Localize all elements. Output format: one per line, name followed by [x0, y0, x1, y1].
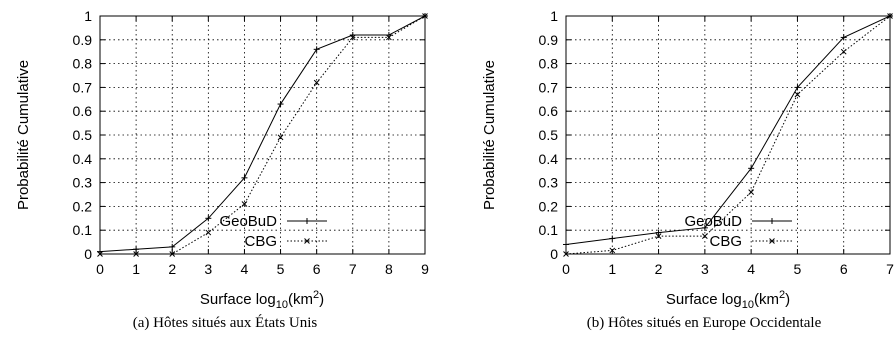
chart-panel-b: 0 1 2 3 4 5 6 7 0 0.1 0.2 0.3 0.4 0.5 0.6 0.7 0.8 0.9 1 Geo…: [481, 8, 894, 331]
y-tick-label: 0.5: [73, 127, 93, 143]
figure-caption: (b) Hôtes situés en Europe Occidentale: [587, 315, 822, 331]
y-tick-label: 0.8: [539, 56, 559, 72]
cross-marker-point: [97, 251, 103, 257]
cross-marker-point: [313, 79, 320, 86]
cross-marker-point: [133, 251, 139, 257]
cross-marker-point: [887, 13, 893, 19]
plus-marker-point: [169, 243, 176, 250]
cross-marker-point: [794, 91, 801, 98]
y-tick-label: 0.3: [539, 175, 559, 191]
chart-panel-a: 0 1 2 3 4 5 6 7 8 9 0 0.1 0.2 0.3 0.4 0.5 0.6 0.7 0.8 0.9 1 G…: [15, 8, 429, 331]
y-tick-label: 0.8: [73, 56, 93, 72]
plus-marker-point: [794, 84, 801, 91]
x-tick-label: 0: [96, 261, 104, 277]
y-tick-label: 0.2: [73, 198, 93, 214]
y-axis-label: Probabilité Cumulative: [15, 60, 32, 210]
x-tick-label: 7: [886, 261, 894, 277]
x-tick-label: 8: [385, 261, 393, 277]
y-tick-label: 0: [550, 246, 558, 262]
cross-marker-point: [702, 233, 708, 240]
y-tick-label: 0.1: [73, 222, 93, 238]
x-tick-label: 5: [277, 261, 285, 277]
cross-marker-point: [349, 34, 356, 41]
legend: GeoBuD CBG: [219, 213, 327, 250]
x-tick-label: 4: [747, 261, 755, 277]
plus-marker-point: [133, 246, 140, 253]
cross-marker-point: [748, 189, 754, 195]
legend-marker: [769, 238, 775, 244]
y-tick-label: 1: [550, 8, 558, 24]
cross-marker-point: [241, 201, 248, 207]
figure-caption: (a) Hôtes situés aux États Unis: [133, 314, 318, 331]
y-tick-label: 0.7: [73, 79, 93, 95]
x-tick-label: 7: [349, 261, 357, 277]
y-tick-label: 0.1: [539, 222, 559, 238]
plus-marker-point: [313, 46, 320, 53]
y-tick-label: 0.6: [73, 103, 93, 119]
y-tick-label: 1: [84, 8, 92, 24]
x-tick-label: 3: [701, 261, 709, 277]
series-line-geobud: [99, 15, 426, 253]
plus-marker-point: [277, 101, 284, 108]
x-axis-label: Surface log10(km2): [200, 289, 324, 311]
y-tick-label: 0.5: [539, 127, 559, 143]
y-tick-label: 0: [84, 246, 92, 262]
cross-marker-point: [609, 247, 616, 254]
x-tick-label: 2: [168, 261, 176, 277]
legend-marker: [304, 238, 310, 244]
cross-marker-point: [840, 48, 847, 55]
y-axis-label: Probabilité Cumulative: [481, 60, 498, 210]
cross-marker-point: [205, 229, 212, 236]
plus-marker-point: [748, 165, 755, 172]
legend: GeoBuD CBG: [684, 213, 792, 250]
y-tick-label: 0.9: [539, 32, 559, 48]
legend-label-cbg: CBG: [709, 233, 742, 250]
x-tick-label: 1: [132, 261, 140, 277]
legend-label-geobud: GeoBuD: [219, 213, 277, 230]
x-tick-label: 1: [608, 261, 616, 277]
plus-marker-point: [655, 229, 662, 236]
cross-marker-point: [277, 134, 284, 141]
plus-marker-point: [241, 174, 248, 181]
y-tick-label: 0.9: [73, 32, 93, 48]
x-tick-label: 2: [655, 261, 663, 277]
legend-label-cbg: CBG: [244, 233, 277, 250]
plus-marker-point: [609, 235, 616, 242]
cross-marker-point: [655, 233, 662, 240]
plus-marker-point: [563, 241, 569, 248]
y-tick-label: 0.6: [539, 103, 559, 119]
legend-label-geobud: GeoBuD: [684, 213, 742, 230]
y-tick-label: 0.7: [539, 79, 559, 95]
cross-marker-point: [386, 34, 392, 41]
cross-marker-point: [422, 13, 428, 19]
plus-marker-point: [701, 224, 708, 231]
series-line-geobud: [565, 15, 891, 245]
x-tick-label: 3: [204, 261, 212, 277]
x-tick-label: 6: [313, 261, 321, 277]
x-tick-label: 6: [840, 261, 848, 277]
cross-marker-point: [563, 251, 569, 257]
y-tick-label: 0.4: [73, 151, 93, 167]
y-tick-label: 0.2: [539, 198, 559, 214]
x-tick-label: 5: [794, 261, 802, 277]
plus-marker-point: [840, 34, 847, 41]
cross-marker-point: [169, 251, 176, 257]
y-tick-label: 0.4: [539, 151, 559, 167]
plus-marker-point: [205, 215, 212, 222]
x-tick-label: 9: [421, 261, 429, 277]
y-tick-label: 0.3: [73, 175, 93, 191]
x-axis-label: Surface log10(km2): [666, 289, 790, 311]
x-tick-label: 0: [562, 261, 570, 277]
x-tick-label: 4: [241, 261, 249, 277]
